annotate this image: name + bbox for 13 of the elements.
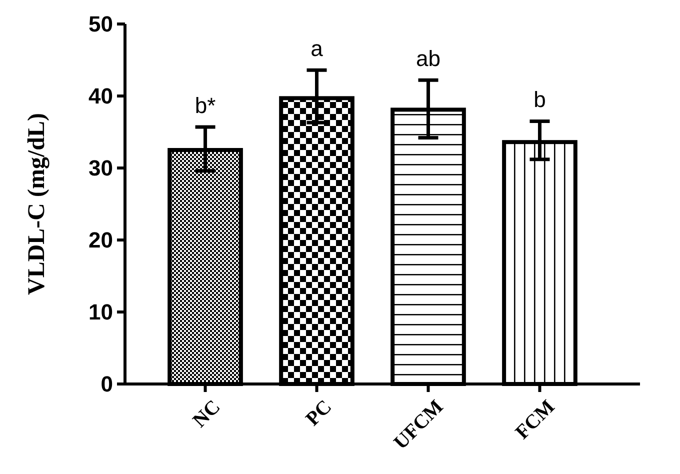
y-tick-label: 50 xyxy=(88,12,113,37)
annotation: a xyxy=(310,36,324,62)
x-tick-label: NC xyxy=(188,396,225,432)
annotation: ab xyxy=(416,46,440,72)
y-tick-label: 20 xyxy=(88,228,113,253)
annotation: b* xyxy=(194,92,216,118)
y-tick-label: 10 xyxy=(88,300,113,325)
y-tick-label: 30 xyxy=(88,156,113,181)
y-tick-label: 40 xyxy=(88,84,113,109)
annotation: b xyxy=(534,87,546,112)
y-axis-title: VLDL-C (mg/dL) xyxy=(24,112,50,296)
y-tick-label: 0 xyxy=(100,372,113,397)
x-tick-label: PC xyxy=(302,396,336,430)
